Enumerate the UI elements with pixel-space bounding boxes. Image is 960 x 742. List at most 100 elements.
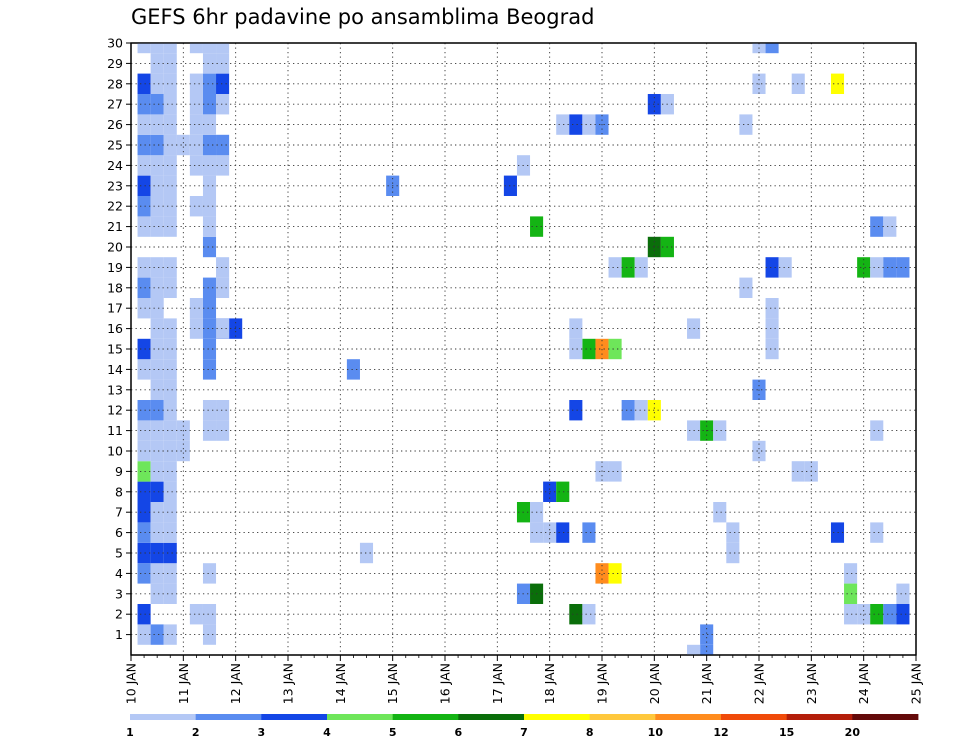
x-tick-label: 20 JAN (647, 663, 662, 704)
heatmap-cell (569, 318, 583, 339)
y-tick-label: 30 (107, 36, 123, 51)
heatmap-cell (582, 114, 596, 135)
y-tick-label: 9 (115, 464, 123, 479)
heatmap-cell (503, 175, 517, 196)
heatmap-cell (202, 53, 217, 74)
heatmap-cell (137, 461, 151, 482)
heatmap-cell (150, 73, 164, 94)
heatmap-cell (202, 563, 217, 584)
heatmap-cell (150, 277, 164, 298)
heatmap-cell (163, 318, 177, 339)
heatmap-cell (150, 440, 164, 462)
heatmap-cell (608, 338, 622, 360)
colorbar-label: 12 (713, 726, 728, 739)
y-tick-label: 1 (115, 627, 123, 642)
heatmap-cell (359, 542, 374, 564)
heatmap-cell (778, 257, 792, 278)
heatmap-cell (163, 583, 177, 604)
heatmap-cell (647, 236, 661, 258)
heatmap-cell (150, 155, 164, 176)
x-tick-label: 10 JAN (124, 663, 139, 704)
heatmap-cell (202, 114, 217, 135)
heatmap-cell (150, 53, 164, 74)
heatmap-cell (163, 53, 177, 74)
heatmap-cell (216, 134, 230, 156)
heatmap-cell (150, 420, 164, 441)
heatmap-cell (137, 257, 151, 278)
heatmap-cell (189, 318, 203, 339)
y-tick-label: 14 (107, 362, 123, 377)
heatmap-cell (137, 94, 151, 115)
y-tick-label: 10 (107, 444, 123, 459)
heatmap-cell (569, 338, 583, 360)
grid-lines (131, 43, 916, 655)
heatmap-cell (163, 359, 177, 380)
y-tick-label: 27 (107, 97, 123, 112)
heatmap-cell (857, 604, 871, 625)
heatmap-cell (739, 114, 753, 135)
heatmap-cell (137, 420, 151, 441)
heatmap-cell (163, 563, 177, 584)
heatmap-cell (150, 563, 164, 584)
heatmap-cell (569, 114, 583, 135)
heatmap-cell (137, 359, 151, 380)
colorbar-label: 20 (845, 726, 861, 739)
colorbar-swatch (327, 714, 394, 720)
colorbar-label: 1 (126, 726, 134, 739)
x-tick-label: 11 JAN (176, 663, 191, 704)
y-tick-label: 26 (107, 117, 123, 132)
heatmap-cell (726, 542, 740, 564)
heatmap-cell (608, 257, 622, 278)
colorbar-swatch (655, 714, 722, 720)
heatmap-cell (870, 604, 884, 625)
y-tick-label: 3 (115, 586, 123, 601)
heatmap-cell (150, 359, 164, 380)
y-tick-label: 5 (115, 546, 123, 561)
y-tick-label: 8 (115, 484, 123, 499)
heatmap-cell (137, 155, 151, 176)
heatmap-cell (163, 338, 177, 360)
heatmap-cell (608, 461, 622, 482)
y-tick-label: 17 (107, 301, 123, 316)
heatmap-cell (150, 257, 164, 278)
heatmap-cell (202, 155, 217, 176)
heatmap-cell (137, 604, 151, 625)
heatmap-cell (202, 216, 217, 237)
heatmap-cell (163, 461, 177, 482)
heatmap-cell (216, 73, 230, 94)
heatmap-cell (189, 73, 203, 94)
heatmap-cell (765, 318, 779, 339)
heatmap-cell (163, 420, 177, 441)
heatmap-cell (556, 481, 570, 502)
heatmap-cell (765, 298, 779, 319)
heatmap-cell (163, 440, 177, 462)
heatmap-cell (556, 522, 570, 543)
chart-title: GEFS 6hr padavine po ansamblima Beograd (131, 5, 594, 29)
heatmap-cell (150, 624, 164, 645)
heatmap-cell (150, 461, 164, 482)
heatmap-cell (844, 563, 858, 584)
heatmap-cell (163, 175, 177, 196)
heatmap-cell (137, 298, 151, 319)
heatmap-cell (163, 43, 177, 54)
y-tick-label: 24 (107, 158, 123, 173)
heatmap-cell (150, 43, 164, 54)
y-tick-label: 11 (107, 423, 123, 438)
heatmap-cell (150, 502, 164, 523)
heatmap-cell (163, 502, 177, 523)
x-tick-label: 13 JAN (281, 663, 296, 704)
colorbar-label: 2 (192, 726, 200, 739)
heatmap-cell (150, 379, 164, 400)
heatmap-cell (896, 604, 910, 625)
heatmap-cell (163, 277, 177, 298)
heatmap-cell (216, 400, 230, 421)
colorbar-label: 4 (323, 726, 331, 739)
heatmap-cell (137, 43, 151, 54)
colorbar-swatch (261, 714, 328, 720)
y-tick-label: 2 (115, 607, 123, 622)
heatmap-cell (150, 114, 164, 135)
heatmap-cell (582, 604, 596, 625)
heatmap-cell (150, 196, 164, 217)
heatmap-cell (647, 94, 661, 115)
y-tick-label: 12 (107, 403, 123, 418)
